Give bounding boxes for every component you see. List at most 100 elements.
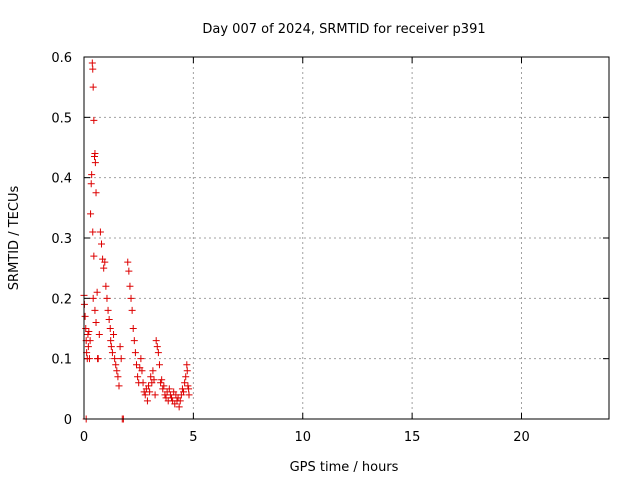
y-tick-label: 0.1: [51, 353, 72, 368]
data-point: [124, 258, 132, 266]
data-point: [96, 228, 104, 236]
data-point: [90, 116, 98, 124]
data-point: [152, 337, 160, 345]
data-points: [80, 59, 193, 423]
data-point: [151, 391, 159, 399]
data-point: [131, 349, 139, 357]
x-tick-label: 15: [404, 430, 421, 445]
data-point: [105, 315, 113, 323]
data-point: [145, 382, 153, 390]
y-tick-label: 0.5: [51, 111, 72, 126]
data-point: [113, 367, 121, 375]
data-point: [89, 65, 97, 73]
data-point: [115, 382, 123, 390]
data-point: [94, 355, 102, 363]
data-point: [116, 343, 124, 351]
data-point: [108, 349, 116, 357]
data-point: [103, 294, 111, 302]
data-point: [89, 228, 97, 236]
data-point: [98, 240, 105, 248]
data-point: [175, 403, 183, 411]
data-point: [176, 397, 184, 405]
data-point: [90, 252, 98, 260]
y-tick-label: 0: [64, 413, 72, 428]
x-tick-label: 5: [189, 430, 197, 445]
data-point: [126, 282, 134, 290]
x-tick-label: 10: [294, 430, 311, 445]
data-point: [130, 337, 138, 345]
data-point: [91, 150, 99, 158]
data-point: [91, 306, 99, 314]
plot-area-frame: [83, 56, 610, 420]
data-point: [87, 180, 95, 188]
data-point: [141, 391, 149, 399]
data-point: [157, 379, 165, 387]
data-point: [183, 361, 191, 369]
data-point: [107, 337, 115, 345]
data-point: [155, 361, 163, 369]
data-point: [160, 382, 168, 390]
data-point: [89, 294, 97, 302]
data-point: [110, 331, 118, 339]
data-point: [87, 210, 95, 218]
data-point: [139, 379, 147, 387]
data-point: [92, 189, 100, 197]
data-point: [101, 258, 109, 266]
x-axis-ticks: 0 5 10 15 20: [80, 57, 530, 445]
data-point: [100, 264, 108, 272]
data-point: [84, 331, 92, 339]
y-tick-label: 0.6: [51, 51, 72, 66]
data-point: [106, 325, 114, 332]
data-point: [93, 288, 101, 296]
data-point: [117, 355, 125, 363]
data-point: [168, 394, 175, 402]
data-point: [128, 306, 136, 314]
data-point: [181, 379, 189, 387]
data-point: [185, 391, 193, 399]
data-point: [127, 294, 135, 302]
data-point: [159, 385, 167, 393]
data-point: [86, 337, 94, 345]
data-point: [89, 83, 97, 91]
data-point: [165, 385, 173, 393]
data-point: [88, 59, 96, 67]
data-point: [104, 306, 112, 314]
data-point: [149, 367, 157, 375]
data-point: [138, 367, 146, 375]
data-point: [114, 373, 122, 381]
y-tick-label: 0.3: [51, 232, 72, 247]
data-point: [180, 388, 188, 396]
data-point: [95, 331, 103, 339]
data-point: [150, 376, 158, 384]
x-tick-label: 20: [513, 430, 530, 445]
data-point: [184, 382, 192, 390]
data-point: [112, 361, 120, 369]
data-point: [147, 373, 155, 381]
x-axis-label: GPS time / hours: [290, 460, 399, 475]
data-point: [85, 355, 93, 363]
chart-title: Day 007 of 2024, SRMTID for receiver p39…: [202, 22, 485, 37]
data-point: [125, 267, 133, 275]
data-point: [85, 328, 93, 336]
data-point: [185, 385, 193, 393]
data-point: [133, 361, 140, 369]
data-point: [92, 318, 100, 326]
data-point: [88, 171, 96, 179]
data-point: [82, 325, 90, 332]
data-point: [84, 343, 92, 351]
data-point: [91, 159, 99, 167]
data-point: [143, 397, 151, 405]
y-axis-ticks: 0 0.1 0.2 0.3 0.4 0.5 0.6: [51, 51, 609, 428]
data-point: [146, 388, 154, 396]
data-point: [182, 373, 190, 381]
data-point: [153, 343, 161, 351]
data-point: [137, 355, 145, 363]
data-point: [107, 343, 115, 351]
data-point: [102, 282, 110, 290]
data-point: [154, 349, 162, 357]
x-tick-label: 0: [80, 430, 88, 445]
data-point: [129, 325, 137, 332]
data-point: [183, 367, 191, 375]
data-point: [111, 355, 119, 363]
